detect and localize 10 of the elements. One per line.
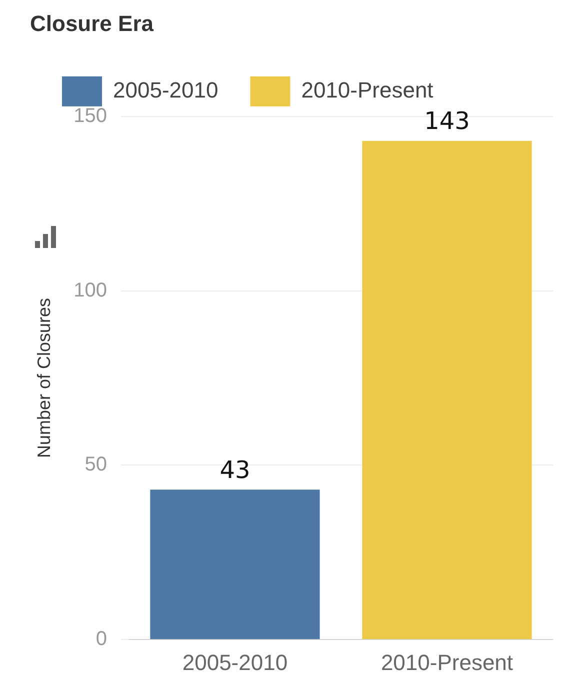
legend-label: 2010-Present [301,77,434,102]
data-label: 143 [424,107,470,136]
y-axis-title: Number of Closures [34,298,54,458]
y-tick-label: 150 [74,104,107,127]
y-tick-label: 50 [84,454,107,476]
y-tick-label: 0 [96,628,107,650]
y-tick-label: 100 [74,279,107,302]
data-label: 43 [220,456,250,484]
legend-title: Closure Era [30,11,154,36]
legend-label: 2005-2010 [113,77,218,102]
